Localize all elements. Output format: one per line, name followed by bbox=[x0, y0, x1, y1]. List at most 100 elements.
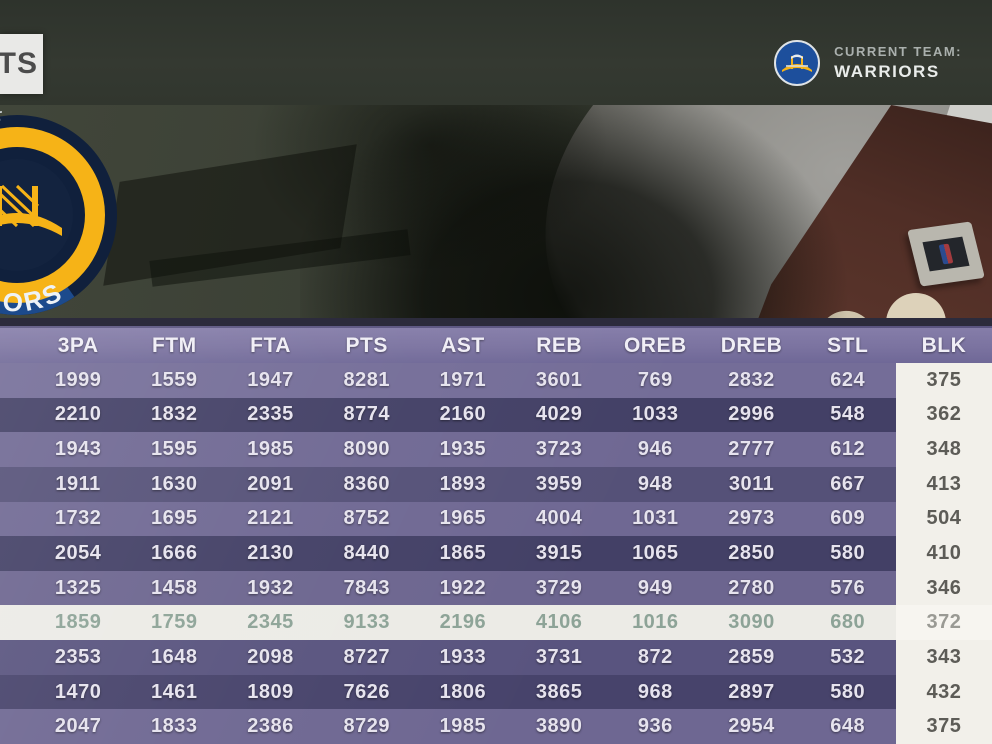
stat-cell: 1031 bbox=[632, 507, 679, 530]
column-header-pts: PTS bbox=[345, 333, 388, 357]
stat-cell: 1470 bbox=[54, 680, 102, 703]
warriors-logo-large: ORS ST bbox=[0, 110, 117, 317]
stat-cell: 2098 bbox=[247, 645, 294, 668]
stat-cell: 548 bbox=[830, 403, 866, 426]
stat-cell: 2196 bbox=[439, 611, 487, 634]
stat-cell: 2954 bbox=[728, 715, 775, 738]
stat-cell: 1859 bbox=[54, 611, 102, 634]
stat-cell: 2850 bbox=[728, 542, 775, 565]
column-header-dreb: DREB bbox=[720, 333, 783, 357]
stat-cell: 7626 bbox=[343, 680, 390, 703]
stat-cell: 648 bbox=[830, 715, 866, 738]
scene-divider bbox=[0, 318, 992, 326]
stat-cell: 375 bbox=[895, 709, 992, 744]
stat-cell: 1985 bbox=[439, 715, 487, 738]
stat-cell: 343 bbox=[895, 640, 992, 675]
stat-cell: 1947 bbox=[247, 368, 294, 391]
stat-cell: 612 bbox=[830, 438, 866, 461]
column-header-fta: FTA bbox=[250, 333, 291, 357]
stat-cell: 532 bbox=[830, 645, 866, 668]
stat-cell: 2335 bbox=[247, 403, 294, 426]
stat-cell: 2345 bbox=[247, 611, 294, 634]
stat-cell: 2973 bbox=[728, 507, 775, 530]
stat-cell: 7843 bbox=[343, 576, 390, 599]
table-row[interactable]: 2210 1832 2335 8774 2160 4029 1033 2996 548 362 bbox=[0, 397, 992, 433]
stat-cell: 3890 bbox=[535, 715, 583, 738]
column-header-oreb: OREB bbox=[623, 333, 687, 357]
stat-cell: 2210 bbox=[54, 403, 102, 426]
stat-cell: 3731 bbox=[535, 645, 583, 668]
stat-cell: 3090 bbox=[728, 611, 775, 634]
table-row[interactable]: 1999 1559 1947 8281 1971 3601 769 2832 624 375 bbox=[0, 363, 992, 398]
column-header-ftm: FTM bbox=[151, 333, 197, 357]
stat-cell: 8752 bbox=[343, 507, 390, 530]
stat-cell: 2832 bbox=[728, 368, 775, 391]
table-row[interactable]: 2353 1648 2098 8727 1933 3731 872 2859 532 343 bbox=[0, 640, 992, 675]
stat-cell: 624 bbox=[830, 368, 866, 391]
stat-cell: 2160 bbox=[439, 403, 487, 426]
stat-cell: 1893 bbox=[439, 472, 487, 495]
stat-cell: 372 bbox=[895, 605, 992, 641]
stat-cell: 1016 bbox=[632, 611, 679, 634]
table-row[interactable]: 1732 1695 2121 8752 1965 4004 1031 2973 609 504 bbox=[0, 501, 992, 537]
stat-cell: 9133 bbox=[343, 611, 390, 634]
table-row[interactable]: 1859 1759 2345 9133 2196 4106 1016 3090 680 372 bbox=[0, 605, 992, 641]
stat-cell: 1999 bbox=[54, 368, 102, 391]
stat-cell: 872 bbox=[637, 645, 673, 668]
stat-cell: 8440 bbox=[343, 542, 390, 565]
table-row[interactable]: 2054 1666 2130 8440 1865 3915 1065 2850 580 410 bbox=[0, 536, 992, 571]
stat-cell: 410 bbox=[895, 536, 992, 571]
top-bar: TS CURRENT TEAM: WARRIORS bbox=[0, 0, 992, 105]
stat-cell: 1932 bbox=[247, 576, 294, 599]
stat-cell: 1911 bbox=[55, 472, 101, 495]
stat-cell: 1732 bbox=[54, 507, 102, 530]
stat-cell: 1935 bbox=[439, 438, 487, 461]
table-row[interactable]: 1911 1630 2091 8360 1893 3959 948 3011 667 413 bbox=[0, 466, 992, 502]
stat-cell: 1985 bbox=[247, 438, 294, 461]
stat-cell: 8090 bbox=[343, 438, 390, 461]
stat-cell: 4004 bbox=[535, 507, 583, 530]
stat-cell: 1325 bbox=[54, 576, 102, 599]
stat-cell: 504 bbox=[895, 501, 992, 537]
table-row[interactable]: 1470 1461 1809 7626 1806 3865 968 2897 580 432 bbox=[0, 674, 992, 710]
stat-cell: 609 bbox=[830, 507, 866, 530]
table-row[interactable]: 2047 1833 2386 8729 1985 3890 936 2954 648 375 bbox=[0, 709, 992, 744]
column-header-ast: AST bbox=[441, 333, 485, 357]
stat-cell: 1833 bbox=[151, 715, 198, 738]
stat-cell: 3011 bbox=[728, 472, 775, 495]
stat-cell: 2121 bbox=[247, 507, 294, 530]
stat-cell: 1971 bbox=[439, 368, 487, 391]
stat-cell: 1933 bbox=[439, 645, 487, 668]
stat-cell: 1806 bbox=[439, 680, 487, 703]
stat-cell: 580 bbox=[830, 542, 866, 565]
stats-tab[interactable]: TS bbox=[0, 34, 43, 94]
camera-shadow bbox=[250, 105, 610, 275]
stat-cell: 362 bbox=[895, 397, 992, 433]
stat-cell: 2386 bbox=[247, 715, 294, 738]
column-header-blk: BLK bbox=[921, 333, 967, 357]
table-row[interactable]: 1943 1595 1985 8090 1935 3723 946 2777 612 348 bbox=[0, 432, 992, 467]
stat-cell: 580 bbox=[830, 680, 866, 703]
stat-cell: 769 bbox=[637, 368, 673, 391]
stat-cell: 936 bbox=[637, 715, 673, 738]
stat-cell: 2047 bbox=[54, 715, 102, 738]
stat-cell: 3729 bbox=[535, 576, 583, 599]
stat-cell: 1809 bbox=[247, 680, 294, 703]
stat-cell: 2777 bbox=[728, 438, 775, 461]
column-header-reb: REB bbox=[536, 333, 583, 357]
table-row[interactable]: 1325 1458 1932 7843 1922 3729 949 2780 576 346 bbox=[0, 570, 992, 606]
stat-cell: 1865 bbox=[439, 542, 487, 565]
stat-cell: 3601 bbox=[535, 368, 583, 391]
stat-cell: 346 bbox=[895, 570, 992, 606]
stat-cell: 968 bbox=[637, 680, 673, 703]
stat-cell: 2091 bbox=[247, 472, 294, 495]
stat-cell: 3915 bbox=[535, 542, 583, 565]
team-stats-table: 3PA FTM FTA PTS AST REB OREB DREB STL BLK 1999 155… bbox=[0, 326, 992, 744]
stat-cell: 8727 bbox=[343, 645, 390, 668]
stat-cell: 432 bbox=[895, 674, 992, 710]
stat-cell: 1695 bbox=[151, 507, 198, 530]
stat-cell: 8774 bbox=[343, 403, 390, 426]
column-header-stl: STL bbox=[827, 333, 869, 357]
stat-cell: 2130 bbox=[247, 542, 294, 565]
svg-text:ST: ST bbox=[0, 110, 8, 128]
